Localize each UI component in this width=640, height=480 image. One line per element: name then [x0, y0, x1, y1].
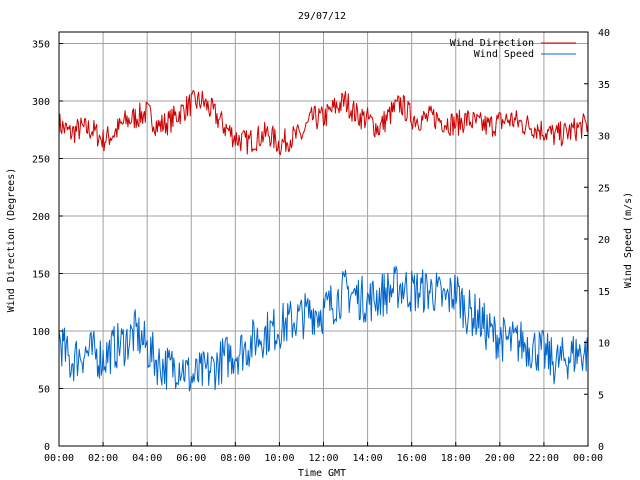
- y2-tick-label: 40: [598, 28, 610, 39]
- y-tick-label: 300: [32, 97, 50, 108]
- y2-tick-label: 20: [598, 235, 610, 246]
- x-tick-label: 00:00: [573, 453, 603, 464]
- x-tick-label: 02:00: [88, 453, 118, 464]
- y2-tick-label: 15: [598, 287, 610, 298]
- x-tick-label: 00:00: [44, 453, 74, 464]
- x-tick-label: 16:00: [397, 453, 427, 464]
- x-axis-label: Time GMT: [298, 468, 346, 479]
- y-tick-label: 350: [32, 40, 50, 51]
- y-tick-label: 100: [32, 327, 50, 338]
- y2-tick-label: 5: [598, 390, 604, 401]
- y-tick-label: 250: [32, 155, 50, 166]
- x-tick-label: 22:00: [529, 453, 559, 464]
- tick-labels: 00:00 02:00 04:00 06:00 08:00 10:00 12:00 14:00…: [32, 28, 610, 464]
- chart-title: 29/07/12: [298, 11, 346, 22]
- x-tick-label: 10:00: [264, 453, 294, 464]
- tick-marks: [58, 31, 589, 447]
- y-tick-label: 50: [38, 385, 50, 396]
- y2-axis-label: Wind Speed (m/s): [623, 192, 634, 288]
- y2-tick-label: 25: [598, 183, 610, 194]
- y-axis-label: Wind Direction (Degrees): [6, 168, 17, 313]
- series-layer: [58, 90, 589, 392]
- x-tick-label: 06:00: [176, 453, 206, 464]
- x-tick-label: 08:00: [220, 453, 250, 464]
- series-line-wind-direction: [58, 90, 589, 156]
- x-tick-label: 20:00: [485, 453, 515, 464]
- x-tick-label: 04:00: [132, 453, 162, 464]
- legend-label-wind-speed: Wind Speed: [474, 49, 534, 60]
- y-tick-label: 200: [32, 212, 50, 223]
- y2-tick-label: 35: [598, 80, 610, 91]
- x-tick-label: 18:00: [441, 453, 471, 464]
- y-tick-label: 0: [44, 442, 50, 453]
- y2-tick-label: 10: [598, 339, 610, 350]
- series-line-wind-speed: [58, 265, 589, 392]
- y-tick-label: 150: [32, 270, 50, 281]
- y2-tick-label: 30: [598, 132, 610, 143]
- legend-label-wind-direction: Wind Direction: [450, 38, 534, 49]
- x-tick-label: 14:00: [353, 453, 383, 464]
- y2-tick-label: 0: [598, 442, 604, 453]
- legend: Wind Direction Wind Speed: [450, 38, 576, 60]
- x-tick-label: 12:00: [308, 453, 338, 464]
